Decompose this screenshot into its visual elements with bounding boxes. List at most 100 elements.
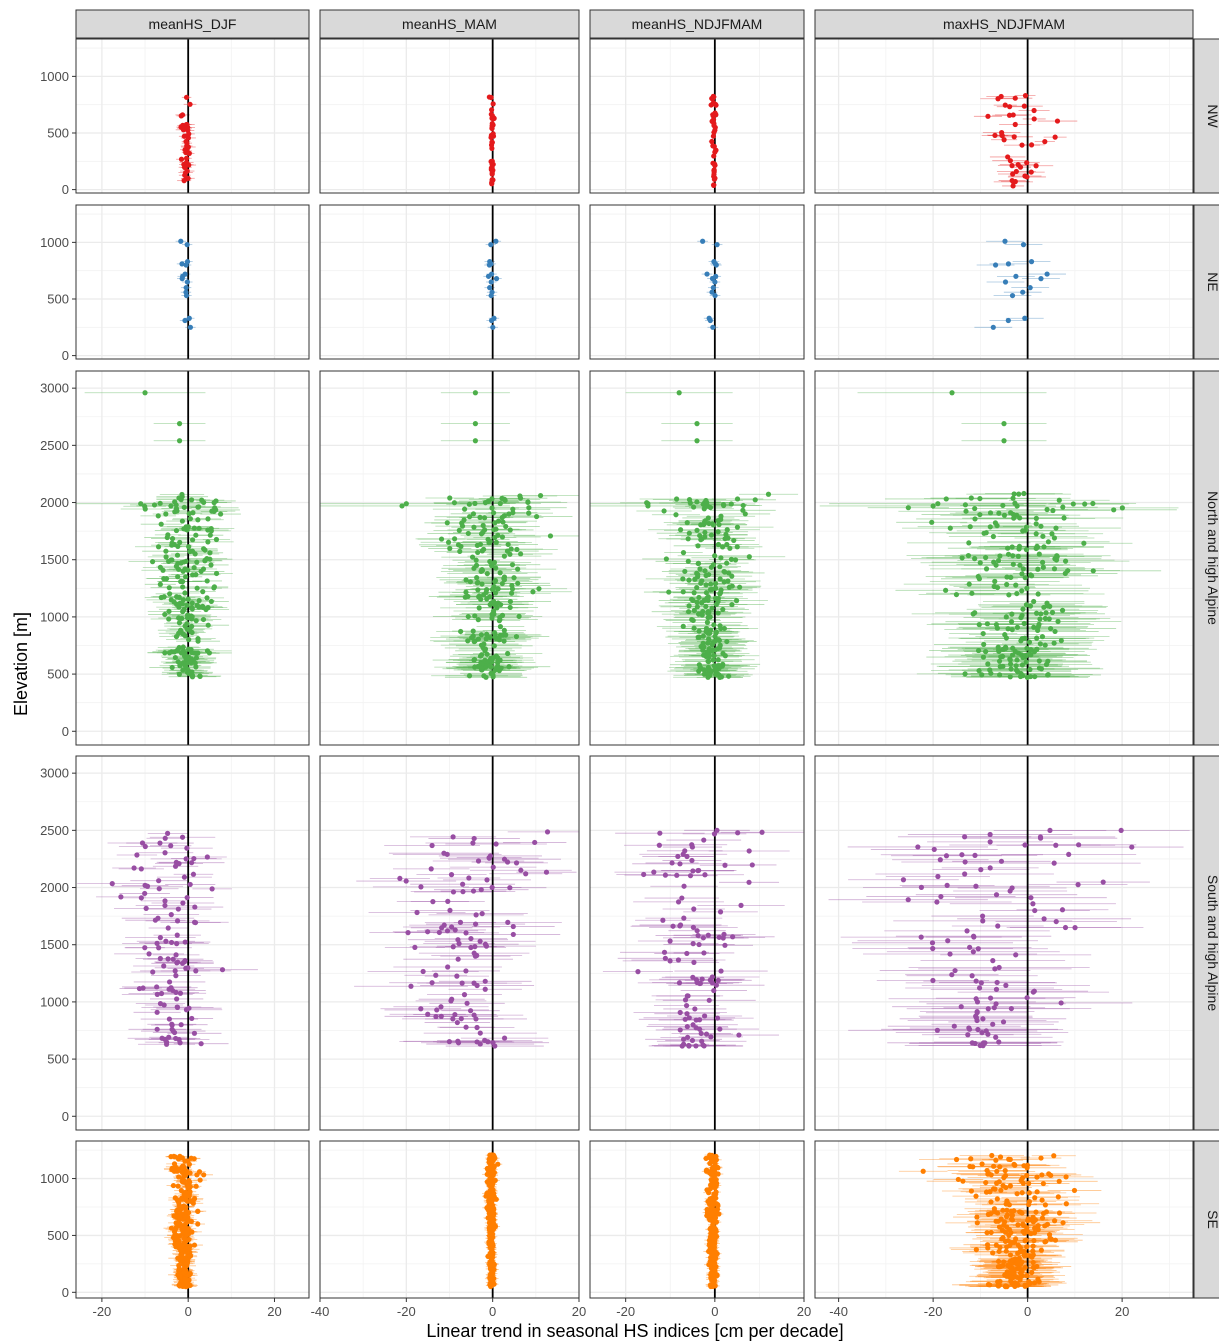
data-point [988,670,994,676]
data-point [501,638,507,644]
data-point [1045,539,1052,545]
data-point [172,654,178,661]
data-point [213,507,219,513]
data-point [165,830,171,836]
data-point [154,984,160,990]
data-point [704,619,711,625]
data-point [699,976,705,982]
data-point [199,497,205,503]
data-point [162,850,168,856]
data-point [477,938,483,944]
data-point [489,113,495,119]
data-point [697,1026,703,1032]
data-point [686,497,693,503]
data-point [193,968,199,974]
data-point [189,600,195,606]
data-point [1118,827,1124,834]
data-point [714,1015,721,1021]
data-point [680,589,686,595]
data-point [995,923,1001,929]
data-point [150,969,156,975]
data-point [1002,238,1008,244]
data-point [166,1016,172,1022]
data-point [184,894,190,901]
data-point [497,624,504,630]
data-point [533,513,540,520]
data-point [1129,844,1135,850]
data-point [482,646,489,652]
data-point [966,540,972,546]
data-point [1028,169,1034,175]
data-point [979,672,985,678]
data-point [184,1228,190,1235]
data-point [489,1262,495,1268]
data-point [183,574,189,580]
data-point [1024,995,1030,1001]
data-point [165,532,171,538]
data-point [714,827,720,833]
row-strip-label: North and high Alpine [1205,491,1219,625]
data-point [684,950,690,957]
data-point [169,1165,175,1171]
data-point [944,882,950,888]
data-point [1046,616,1052,622]
data-point [992,966,998,972]
data-point [680,851,686,857]
data-point [1010,112,1016,118]
data-point [1033,545,1039,552]
data-point [166,979,173,985]
row-strip-ne [1193,204,1219,360]
data-point [1030,901,1036,907]
data-point [504,548,511,554]
data-point [746,554,752,560]
data-point [457,919,464,925]
data-point [1021,490,1027,497]
data-point [501,513,507,519]
data-point [1002,102,1008,108]
data-point [1003,614,1009,620]
data-point [142,390,148,396]
data-point [173,502,179,508]
data-point [1119,505,1125,511]
data-point [695,560,702,567]
data-point [715,518,721,524]
data-point [408,983,414,989]
data-point [497,570,503,576]
data-point [491,643,497,649]
data-point [490,324,496,330]
data-point [493,276,500,282]
data-point [176,421,183,427]
data-point [493,565,499,571]
panel-background [815,371,1193,745]
y-tick-label: 2500 [40,438,69,453]
data-point [177,1242,183,1248]
y-tick-label: 2000 [40,495,69,510]
data-point [717,1026,723,1032]
data-point [488,242,494,248]
data-point [139,840,146,846]
data-point [706,637,712,643]
data-point [474,575,480,581]
data-point [176,1266,182,1272]
data-point [194,559,200,565]
data-point [976,668,982,674]
data-point [503,523,509,530]
data-point [675,957,682,963]
data-point [720,606,726,613]
data-point [166,608,172,615]
data-point [1001,137,1007,143]
data-point [996,658,1003,664]
data-point [1036,665,1043,671]
data-point [492,520,498,526]
data-point [705,594,711,600]
row-strip-label: NE [1205,272,1219,291]
data-point [1053,525,1059,531]
data-point [1003,982,1009,988]
data-point [488,279,494,285]
data-point [715,529,721,535]
data-point [162,1036,168,1042]
data-point [157,840,163,846]
panel-south-and-high-alpine-meanhs-ndjfmam [589,755,805,1131]
data-point [678,527,684,533]
data-point [1075,882,1081,888]
